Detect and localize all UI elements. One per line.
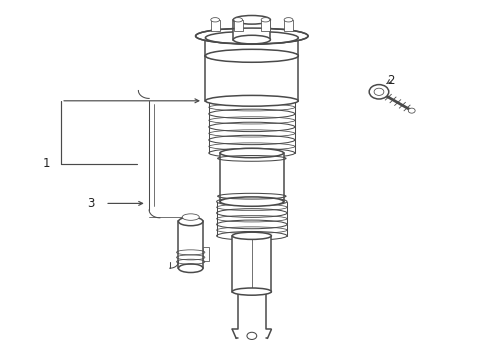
- Bar: [205, 56, 298, 101]
- Ellipse shape: [220, 148, 283, 158]
- Ellipse shape: [284, 18, 292, 22]
- Bar: [233, 20, 270, 40]
- Ellipse shape: [233, 35, 270, 44]
- Bar: [284, 20, 292, 31]
- Ellipse shape: [233, 18, 242, 22]
- Ellipse shape: [178, 264, 203, 273]
- Ellipse shape: [195, 28, 307, 44]
- Circle shape: [246, 332, 256, 339]
- Text: 2: 2: [386, 75, 394, 87]
- Text: 1: 1: [42, 157, 50, 170]
- Bar: [232, 236, 271, 292]
- Ellipse shape: [232, 232, 271, 239]
- Ellipse shape: [232, 288, 271, 295]
- Ellipse shape: [182, 214, 199, 220]
- Text: 3: 3: [86, 197, 94, 210]
- Bar: [205, 38, 298, 56]
- Bar: [261, 20, 269, 31]
- Ellipse shape: [220, 197, 283, 206]
- Ellipse shape: [205, 49, 298, 62]
- Ellipse shape: [233, 15, 270, 24]
- Bar: [210, 20, 219, 31]
- Bar: [178, 221, 203, 268]
- Bar: [220, 153, 283, 202]
- Ellipse shape: [205, 50, 298, 61]
- Ellipse shape: [178, 217, 203, 226]
- Ellipse shape: [205, 95, 298, 106]
- Ellipse shape: [205, 31, 298, 44]
- Circle shape: [368, 85, 388, 99]
- Ellipse shape: [261, 18, 269, 22]
- Bar: [233, 20, 242, 31]
- Ellipse shape: [210, 18, 219, 22]
- Bar: [203, 247, 208, 261]
- Circle shape: [373, 88, 383, 95]
- Circle shape: [407, 108, 414, 113]
